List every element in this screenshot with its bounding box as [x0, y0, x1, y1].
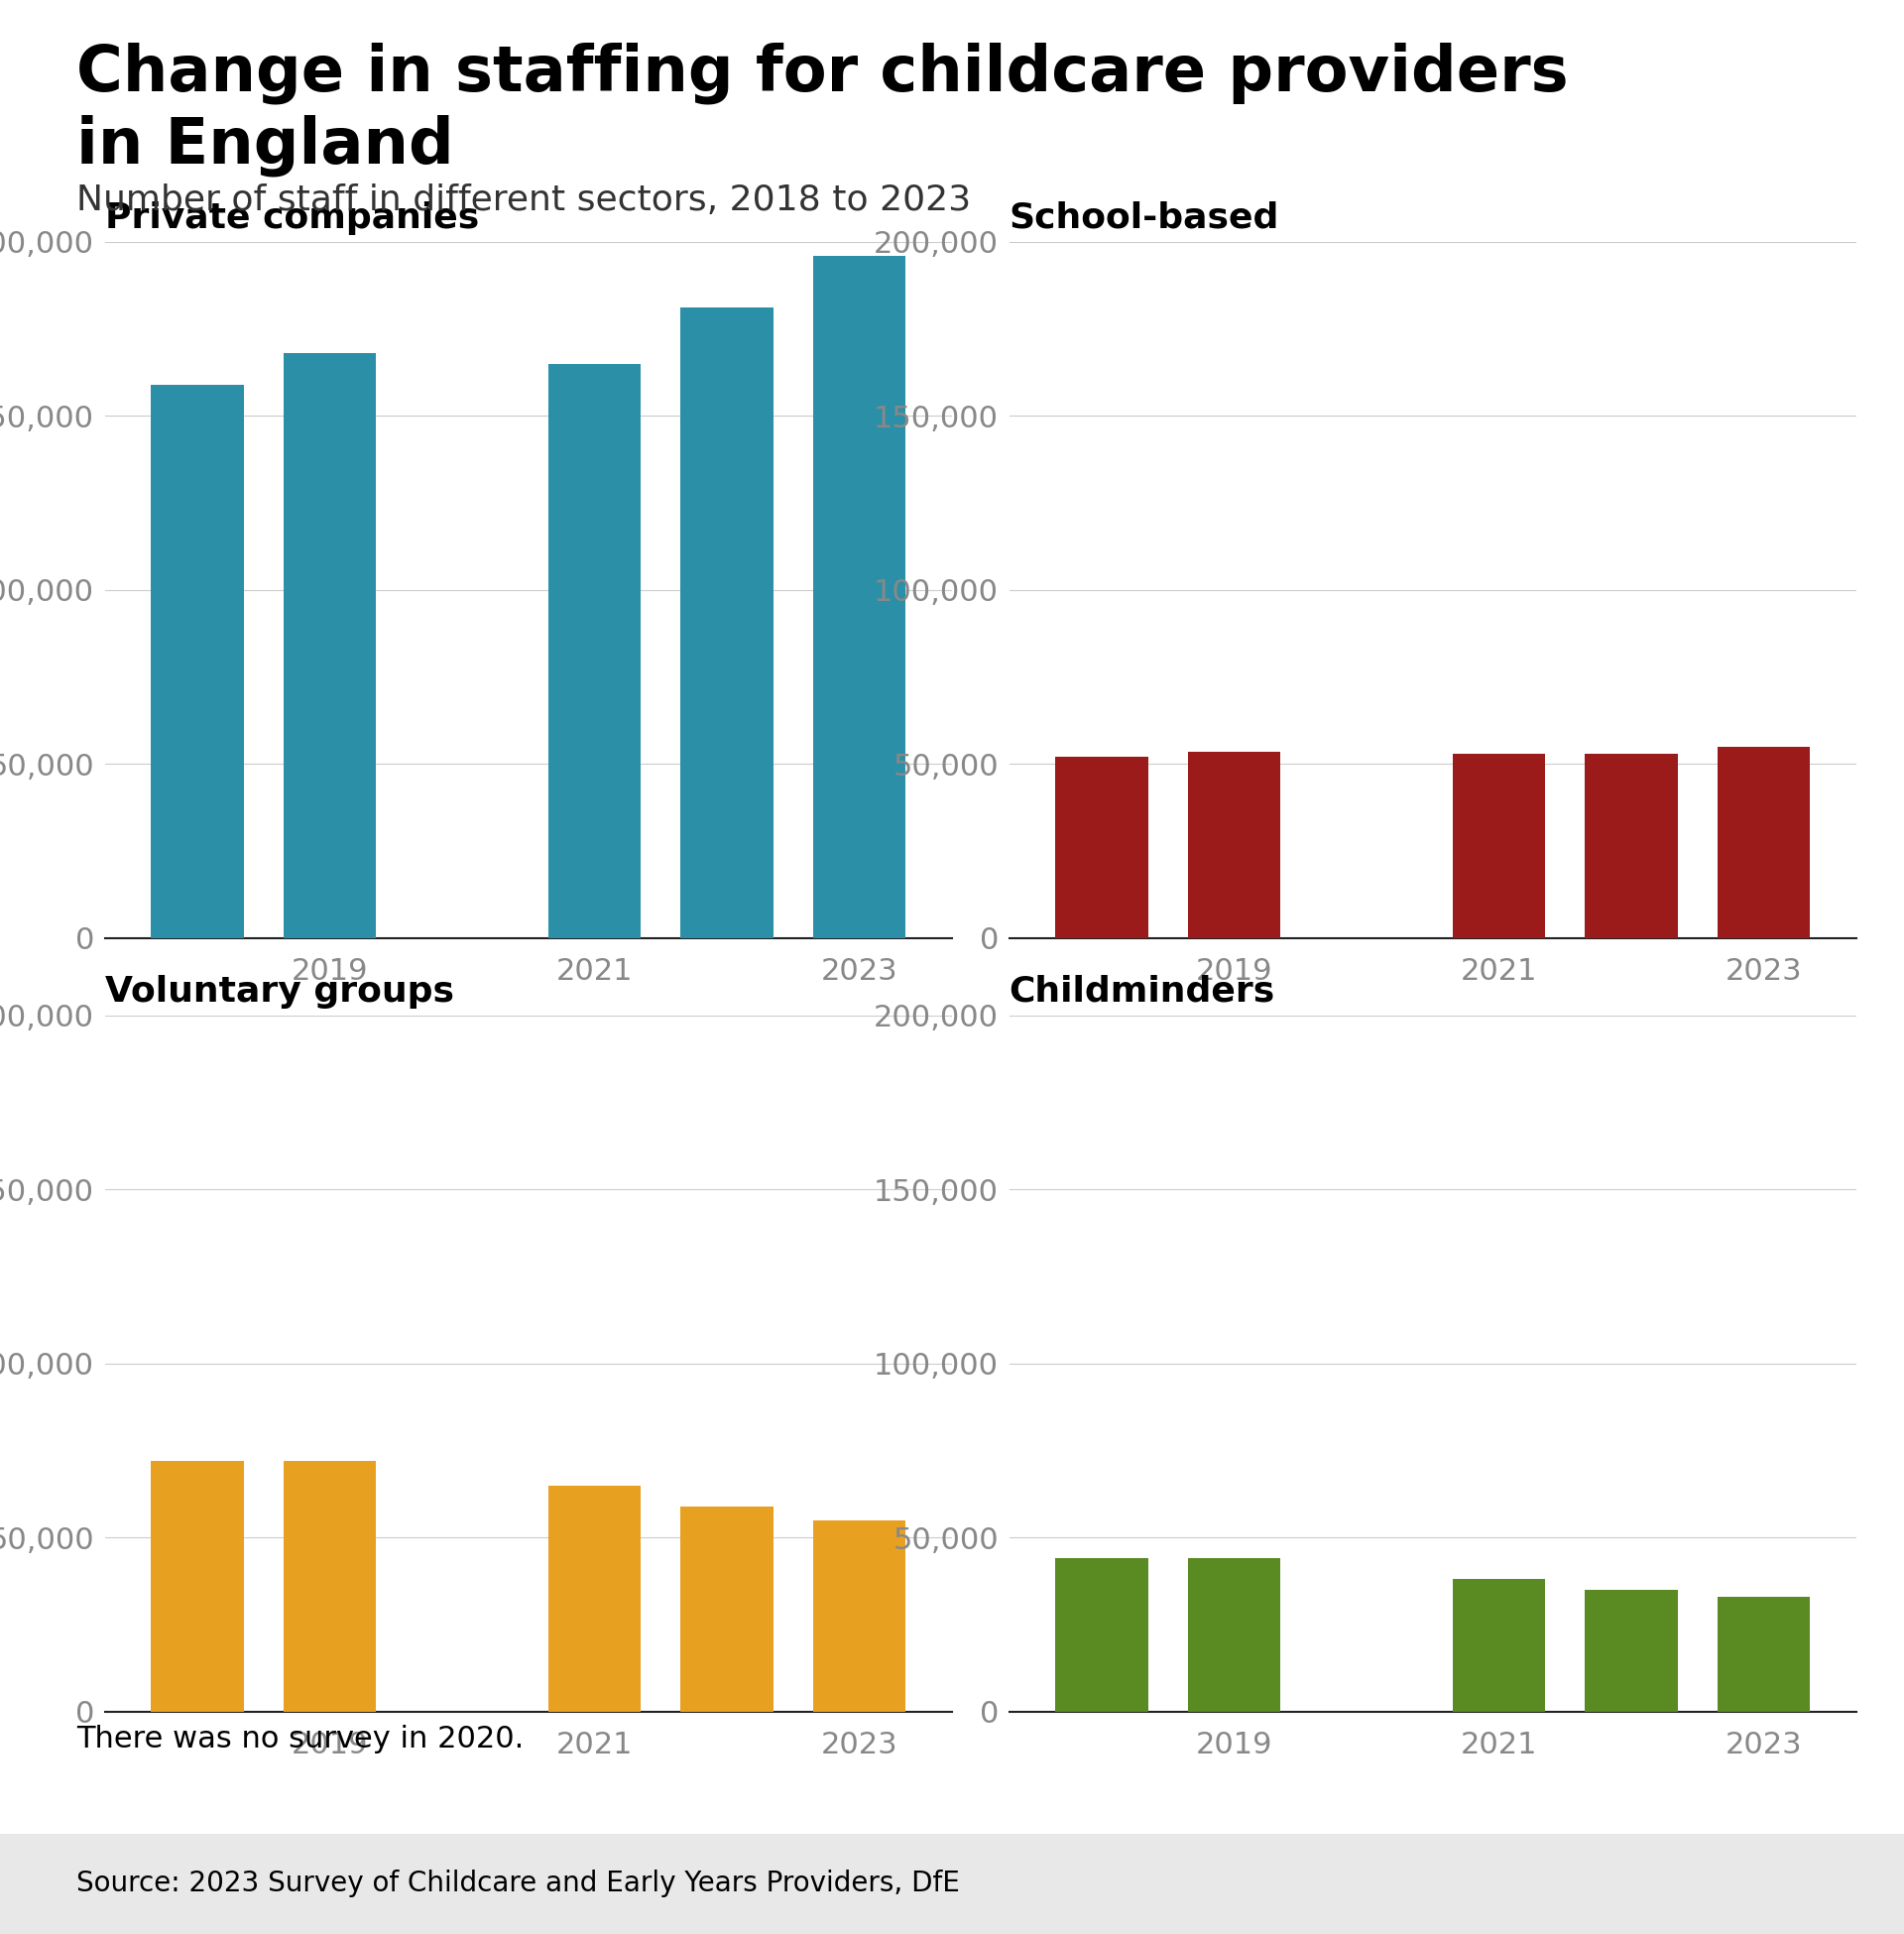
Bar [1584, 754, 1677, 938]
Text: There was no survey in 2020.: There was no survey in 2020. [76, 1725, 524, 1754]
Bar [150, 1460, 244, 1712]
Bar [150, 385, 244, 938]
Text: C: C [1813, 1874, 1828, 1893]
Bar [813, 1520, 906, 1712]
Text: Source: 2023 Survey of Childcare and Early Years Providers, DfE: Source: 2023 Survey of Childcare and Ear… [76, 1870, 960, 1897]
Bar [1676, 1849, 1723, 1919]
Text: Change in staffing for childcare providers
in England: Change in staffing for childcare provide… [76, 43, 1569, 176]
Bar [1188, 752, 1281, 938]
Bar [1795, 1849, 1843, 1919]
Bar [548, 1485, 642, 1712]
Bar [284, 354, 377, 938]
Bar [1453, 754, 1546, 938]
Bar [1584, 1590, 1677, 1712]
Bar [1717, 1597, 1811, 1712]
Bar [1453, 1580, 1546, 1712]
Bar [1717, 747, 1811, 938]
Bar [1055, 756, 1148, 938]
Text: Childminders: Childminders [1009, 975, 1276, 1008]
Text: Voluntary groups: Voluntary groups [105, 975, 453, 1008]
Bar [1188, 1559, 1281, 1712]
Bar [813, 255, 906, 938]
Text: Number of staff in different sectors, 2018 to 2023: Number of staff in different sectors, 20… [76, 184, 971, 217]
Bar [548, 364, 642, 938]
Bar [284, 1460, 377, 1712]
Text: B: B [1693, 1874, 1706, 1893]
Bar [680, 308, 773, 938]
Bar [1736, 1849, 1784, 1919]
Text: B: B [1752, 1874, 1767, 1893]
Text: Private companies: Private companies [105, 201, 478, 234]
Bar [680, 1507, 773, 1712]
Text: School-based: School-based [1009, 201, 1279, 234]
Bar [1055, 1559, 1148, 1712]
